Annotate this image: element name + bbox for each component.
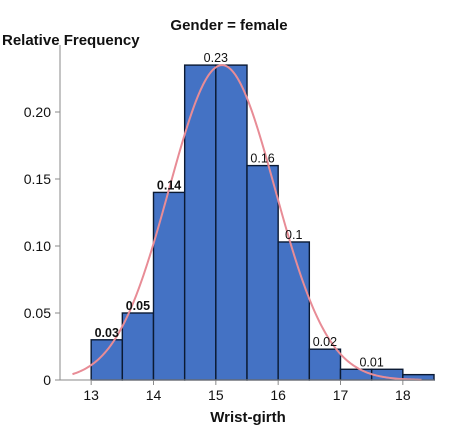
x-tick-label: 16 bbox=[270, 387, 286, 403]
y-tick-label: 0.15 bbox=[24, 171, 51, 187]
histogram-bar-6 bbox=[277, 241, 311, 381]
x-tick-label: 15 bbox=[208, 387, 224, 403]
histogram-bar-0 bbox=[90, 339, 124, 381]
x-tick-label: 14 bbox=[146, 387, 162, 403]
histogram-bar-3 bbox=[183, 64, 217, 381]
chart-title: Gender = female bbox=[170, 17, 287, 34]
y-tick-label: 0 bbox=[43, 372, 51, 388]
y-axis-title: Relative Frequency bbox=[2, 32, 140, 49]
histogram-bar-8 bbox=[339, 368, 373, 381]
normal-curve-line bbox=[72, 64, 422, 381]
histogram-bar-7 bbox=[308, 348, 342, 381]
bar-labels-group: 0.03 0.05 0.14 0.23 0.16 0.1 0.02 0.01 bbox=[95, 51, 384, 369]
histogram-bar-2 bbox=[152, 191, 186, 381]
bar-value-label: 0.01 bbox=[359, 355, 383, 369]
histogram-bar-1 bbox=[121, 312, 155, 381]
bar-value-label: 0.03 bbox=[95, 326, 119, 340]
y-tick-label: 0.05 bbox=[24, 305, 51, 321]
bar-value-label: 0.1 bbox=[285, 228, 302, 242]
histogram-bar-5 bbox=[246, 164, 279, 381]
bar-value-label: 0.14 bbox=[157, 178, 181, 192]
x-tick-label: 17 bbox=[333, 387, 349, 403]
x-tick-label: 18 bbox=[395, 387, 411, 403]
bar-value-label: 0.05 bbox=[126, 299, 150, 313]
bar-value-label: 0.16 bbox=[250, 152, 274, 166]
bar-value-label: 0.23 bbox=[204, 51, 228, 65]
bars-group bbox=[90, 64, 435, 381]
histogram-bar-4 bbox=[215, 64, 248, 381]
x-axis-title: Wrist-girth bbox=[210, 409, 286, 426]
y-tick-label: 0.10 bbox=[24, 238, 51, 254]
normal-curve-layer bbox=[72, 64, 422, 381]
axes-group: 0 0.05 0.10 0.15 0.20 13 14 15 16 17 18 bbox=[24, 45, 434, 403]
x-tick-label: 13 bbox=[83, 387, 99, 403]
bar-value-label: 0.02 bbox=[313, 335, 337, 349]
y-tick-label: 0.20 bbox=[24, 104, 51, 120]
